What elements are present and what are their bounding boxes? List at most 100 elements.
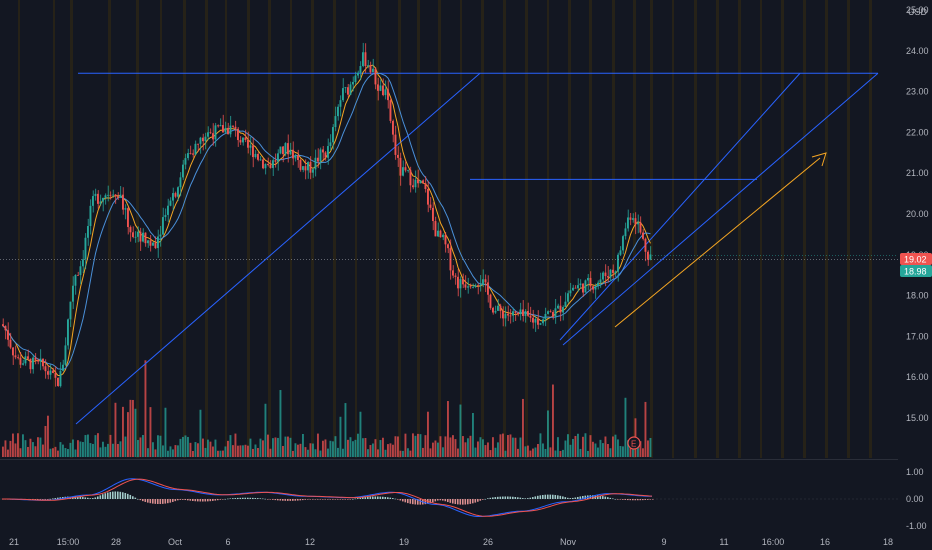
candle-body (82, 259, 84, 267)
histogram-bar (322, 499, 324, 500)
volume-bar (582, 436, 584, 457)
candle-body (284, 143, 287, 155)
histogram-bar (294, 499, 297, 501)
histogram-bar (287, 499, 289, 501)
histogram-bar (534, 496, 537, 499)
candle-body (624, 228, 627, 237)
candlesticks (2, 42, 652, 388)
candle-body (372, 68, 374, 73)
time-axis[interactable]: 21 15:00 28 Oct 6 12 19 26 Nov 9 11 16:00 16 18 (9, 537, 893, 547)
candle-body (452, 270, 454, 276)
candle-body (147, 240, 149, 244)
candle-body (162, 217, 164, 235)
candle-body (367, 65, 369, 67)
oscillator-axis[interactable]: 1.00 0.00 -1.00 (906, 467, 927, 531)
histogram-bar (44, 499, 47, 500)
volume-bar (514, 437, 517, 457)
session-stripe (460, 0, 462, 458)
candle-body (374, 68, 377, 85)
histogram-bar (332, 499, 334, 500)
histogram-bar (202, 499, 204, 502)
volume-bar (59, 442, 62, 457)
volume-bar (187, 436, 189, 457)
time-tick-label: 6 (225, 537, 230, 547)
currency-text: USD (908, 7, 928, 17)
volume-bar (459, 404, 462, 457)
candle-body (594, 286, 597, 290)
volume-bar (202, 438, 204, 457)
candle-body (647, 251, 649, 260)
volume-bar (282, 445, 284, 457)
candle-body (422, 180, 424, 184)
volume-bar (579, 448, 582, 457)
histogram-bar (139, 499, 142, 501)
histogram-bar (174, 499, 177, 502)
volume-bar (364, 437, 367, 457)
candle-body (322, 149, 324, 153)
histogram-bar (47, 499, 49, 500)
volume-bar (229, 435, 232, 457)
histogram-bar (149, 499, 152, 504)
volume-bar (162, 445, 164, 457)
histogram-bar (262, 498, 264, 500)
candle-body (62, 364, 64, 371)
candle-body (334, 116, 337, 128)
candle-body (532, 317, 534, 323)
histogram-bar (52, 498, 54, 500)
candle-body (164, 214, 167, 218)
histogram-bar (382, 496, 384, 499)
volume-bar (432, 442, 434, 457)
volume-bar (397, 436, 399, 457)
session-stripe (672, 0, 674, 458)
candle-body (277, 153, 279, 162)
volume-bar (412, 433, 414, 457)
histogram-bar (642, 499, 644, 501)
candle-body (174, 193, 177, 197)
volume-bar (242, 445, 244, 457)
volume-bar (112, 443, 114, 457)
histogram-bar (284, 499, 287, 501)
volume-bar (572, 438, 574, 457)
histogram-bar (144, 499, 147, 502)
earnings-marker[interactable]: E (627, 436, 641, 450)
candle-body (319, 149, 322, 162)
candle-body (239, 140, 242, 143)
projection-arrow-line (614, 157, 821, 328)
histogram-bar (409, 499, 412, 504)
histogram-bar (627, 499, 629, 501)
candle-body (602, 272, 604, 280)
session-stripe (568, 0, 571, 458)
price-tick-label: 23.00 (906, 87, 929, 97)
candle-body (17, 357, 19, 359)
candle-body (69, 301, 72, 320)
candle-body (409, 170, 412, 186)
histogram-bar (544, 494, 547, 499)
histogram-bar (39, 499, 42, 500)
volume-bar (549, 447, 552, 457)
histogram-bar (297, 499, 299, 501)
volume-bar (189, 442, 192, 457)
histogram-bar (312, 499, 314, 500)
candle-body (502, 311, 504, 319)
session-stripe (225, 0, 227, 458)
candle-body (189, 153, 192, 154)
candle-body (357, 72, 359, 76)
candle-body (207, 132, 209, 137)
histogram-bar (164, 499, 167, 504)
candle-body (389, 100, 392, 121)
candle-body (542, 319, 544, 324)
volume-bar (4, 440, 7, 457)
volume-bar (394, 436, 397, 457)
histogram-bar (357, 498, 359, 499)
histogram-bar (219, 499, 222, 500)
histogram-bar (477, 499, 479, 502)
candle-body (54, 373, 57, 378)
candle-body (559, 305, 562, 313)
candle-body (437, 230, 439, 237)
candle-body (402, 167, 404, 176)
volume-bar (177, 445, 179, 457)
candle-body (462, 279, 464, 285)
volume-bar (114, 402, 117, 457)
trendline-drawings[interactable] (75, 72, 879, 425)
